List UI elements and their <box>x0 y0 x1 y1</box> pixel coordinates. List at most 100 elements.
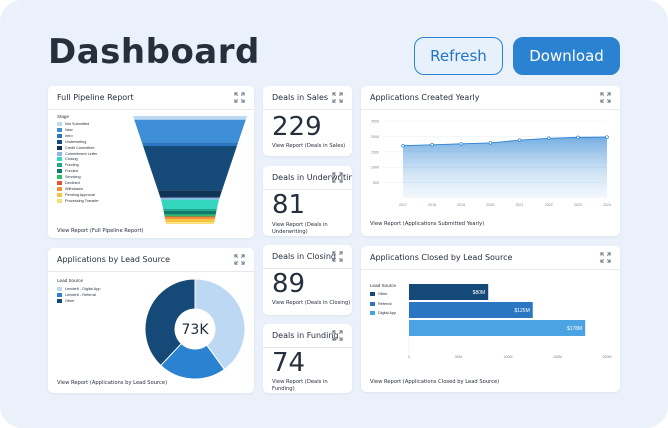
expand-icon[interactable] <box>332 251 343 262</box>
data-point <box>576 135 580 140</box>
legend-item: Intro <box>57 133 73 138</box>
expand-icon[interactable] <box>332 92 343 103</box>
page-title: Dashboard <box>48 32 260 72</box>
x-tick-label: 2019 <box>457 203 465 207</box>
funnel-segment <box>134 119 246 143</box>
closed-by-source-legend-title: Lead Source <box>370 283 397 288</box>
legend-item: Funding <box>57 163 79 168</box>
closed-by-source-card-header: Applications Closed by Lead Source <box>361 246 620 270</box>
legend-swatch <box>57 186 62 191</box>
legend-label: Not Submitted <box>65 122 90 126</box>
x-tick-label: 2017 <box>399 203 407 207</box>
legend-swatch <box>57 181 62 185</box>
expand-icon[interactable] <box>600 252 611 263</box>
legend-label: New <box>65 127 73 132</box>
legend-item: Withdrawn <box>57 186 83 191</box>
expand-icon[interactable] <box>234 92 245 103</box>
funnel-segment <box>141 142 239 147</box>
deals-in-sales-title: Deals in Sales <box>272 93 329 102</box>
legend-label: Withdrawn <box>65 186 83 191</box>
legend-swatch <box>57 198 62 203</box>
legend-label: Other <box>378 292 388 296</box>
yearly-view-report-link[interactable]: View Report (Applications Submitted Year… <box>370 221 485 227</box>
data-point <box>459 142 464 146</box>
deals-in-funding-title: Deals in Funding <box>272 331 339 340</box>
pipeline-card-header: Full Pipeline Report <box>48 86 254 110</box>
funnel-segment <box>164 217 216 220</box>
legend-swatch <box>370 292 375 296</box>
area-line <box>402 136 608 147</box>
deals-in-closing-header: Deals in Closing <box>263 245 352 269</box>
legend-swatch <box>370 311 375 315</box>
funnel-segment <box>165 222 215 224</box>
legend-item: Lender6 - Digital App <box>57 287 100 291</box>
y-tick-label: 2000 <box>371 135 379 139</box>
pipeline-card: Full Pipeline Report Stage Not Submitted… <box>48 86 254 238</box>
legend-item: Servicing <box>57 175 81 180</box>
bar-value-label: $125M <box>514 308 529 314</box>
expand-icon[interactable] <box>600 92 611 103</box>
lead-source-card: Applications by Lead Source Lead Source … <box>48 248 254 393</box>
closed-by-source-view-report-link[interactable]: View Report (Applications Closed by Lead… <box>370 379 500 385</box>
refresh-button[interactable]: Refresh <box>414 37 503 75</box>
data-point <box>517 138 522 142</box>
deals-in-sales-view-report-link[interactable]: View Report (Deals in Sales) <box>272 143 346 149</box>
lead-source-donut-chart: 73K <box>144 278 246 380</box>
expand-icon[interactable] <box>234 254 245 265</box>
x-tick-label: 2024 <box>603 203 611 207</box>
legend-item: Other <box>370 292 388 296</box>
funnel-segment <box>161 199 219 209</box>
expand-icon[interactable] <box>332 330 343 341</box>
legend-label: Referral <box>378 301 392 306</box>
legend-swatch <box>57 139 62 144</box>
funnel-segment <box>143 146 237 191</box>
lead-source-card-title: Applications by Lead Source <box>57 255 171 264</box>
pipeline-view-report-link[interactable]: View Report (Full Pipeline Report) <box>57 228 144 234</box>
y-tick-label: 500 <box>373 181 379 185</box>
deals-in-sales-value: 229 <box>272 112 322 142</box>
y-tick-label: 2500 <box>371 120 379 124</box>
deals-in-closing-card: Deals in Closing 89 View Report (Deals i… <box>263 245 352 315</box>
download-button[interactable]: Download <box>513 37 620 75</box>
x-tick-label: 2023 <box>574 203 582 207</box>
funnel-segment <box>133 116 247 120</box>
data-point <box>430 143 434 147</box>
deals-in-funding-view-report-link[interactable]: View Report (Deals in Funding) <box>272 379 328 392</box>
x-tick-label: 2022 <box>545 203 553 207</box>
yearly-card: Applications Created Yearly 2500 2000 1500… <box>361 86 620 236</box>
closed-by-source-card: Applications Closed by Lead Source Lead … <box>361 246 620 392</box>
bar-value-label: $80M <box>473 290 486 296</box>
legend-item: Credit Committee <box>57 145 95 150</box>
legend-swatch <box>57 299 62 304</box>
deals-in-closing-title: Deals in Closing <box>272 252 336 261</box>
legend-swatch <box>57 293 62 298</box>
x-tick-label: 2018 <box>428 203 436 207</box>
legend-swatch <box>57 192 62 197</box>
legend-item: Commitment Letter <box>57 151 97 156</box>
area-fill <box>403 137 607 198</box>
legend-swatch <box>370 301 375 306</box>
legend-label: Intro <box>65 133 73 138</box>
bar <box>409 284 489 300</box>
deals-in-funding-card: Deals in Funding 74 View Report (Deals i… <box>263 324 352 393</box>
legend-label: Lender6 - Referral <box>65 293 96 298</box>
deals-in-sales-header: Deals in Sales <box>263 86 352 110</box>
funnel-segment <box>164 214 216 217</box>
x-tick-label: 50M <box>455 355 462 359</box>
legend-item: Processing Transfer <box>57 198 99 203</box>
expand-icon[interactable] <box>332 172 343 183</box>
data-point <box>401 143 405 148</box>
legend-label: Lender6 - Digital App <box>65 287 101 291</box>
deals-in-underwriting-view-report-link[interactable]: View Report (Deals in Underwriting) <box>272 222 328 235</box>
legend-label: Pending Approval <box>65 192 95 197</box>
legend-swatch <box>57 122 62 126</box>
legend-item: Declined <box>57 181 80 185</box>
legend-swatch <box>57 151 62 156</box>
legend-label: Servicing <box>65 175 81 180</box>
deals-in-closing-view-report-link[interactable]: View Report (Deals in Closing) <box>272 300 351 306</box>
lead-source-view-report-link[interactable]: View Report (Applications by Lead Source… <box>57 380 168 386</box>
data-point <box>546 136 551 141</box>
deals-in-funding-value: 74 <box>272 348 306 378</box>
legend-item: Lender6 - Referral <box>57 293 96 298</box>
